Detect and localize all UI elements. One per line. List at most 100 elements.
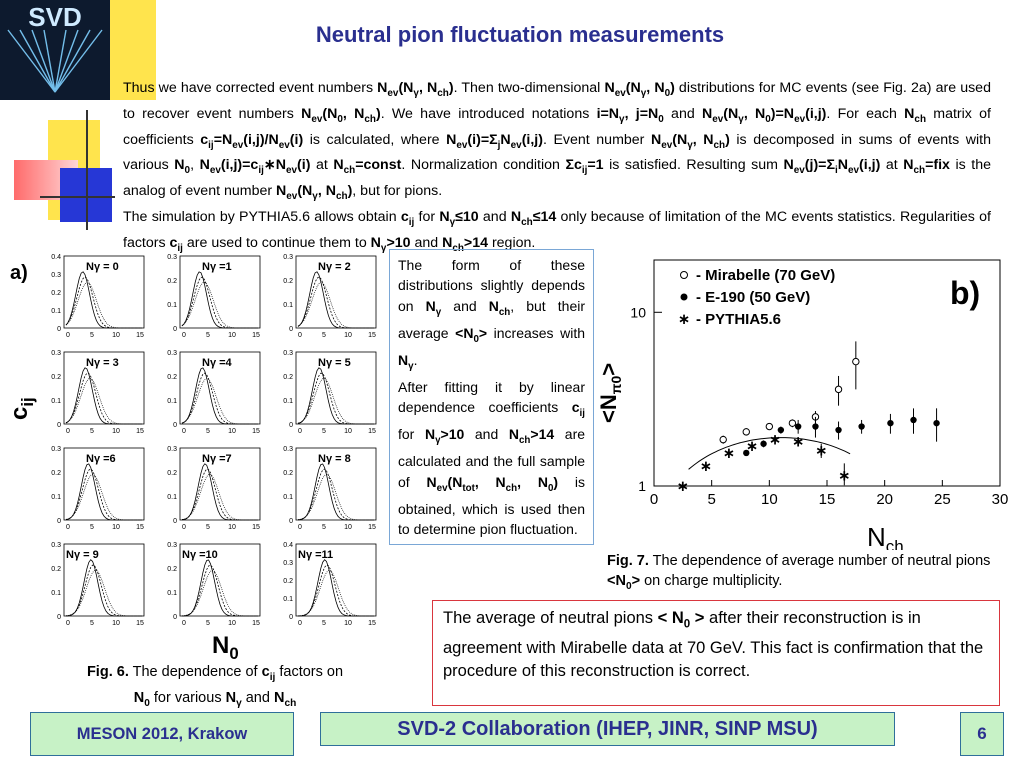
data-point xyxy=(760,440,767,447)
panel-frame xyxy=(295,447,377,521)
panel-frame xyxy=(295,543,377,617)
series-star: ∗ ∗ ∗ ∗ ∗ ∗ ∗ ∗ xyxy=(677,431,851,495)
panel-xtick: 10 xyxy=(344,524,352,531)
panel-xtick: 15 xyxy=(252,524,260,531)
panel-curve xyxy=(181,276,258,329)
panel-xtick: 15 xyxy=(368,620,376,627)
panel-xtick: 10 xyxy=(228,524,236,531)
fig7-panel-label: b) xyxy=(950,275,980,311)
panel-curve xyxy=(65,468,142,521)
panel-xtick: 5 xyxy=(206,620,210,627)
data-point xyxy=(933,419,940,427)
panel-curve xyxy=(65,564,142,617)
panel-curve xyxy=(297,281,374,329)
fit-curve xyxy=(688,437,851,470)
panel-ytick: 0 xyxy=(289,326,293,333)
panel-curve xyxy=(297,570,374,617)
panel-ytick: 0.2 xyxy=(283,578,293,585)
panel-ytick: 0.1 xyxy=(167,590,177,597)
fig6-xlabel: N0 xyxy=(212,632,239,663)
panel-ytick: 0.2 xyxy=(167,278,177,285)
panel-xtick: 15 xyxy=(252,620,260,627)
panel-curve xyxy=(65,367,142,425)
panel-xtick: 15 xyxy=(368,428,376,435)
panel-ytick: 0.2 xyxy=(283,470,293,477)
data-point: ∗ xyxy=(769,431,782,449)
panel-curve xyxy=(297,473,374,521)
legend-label: - E-190 (50 GeV) xyxy=(696,289,810,306)
deco-vline xyxy=(86,110,88,230)
panel-xtick: 5 xyxy=(206,332,210,339)
data-point xyxy=(743,449,750,457)
panel-xtick: 15 xyxy=(136,332,144,339)
panel-xtick: 0 xyxy=(182,332,186,339)
panel-ytick: 0.1 xyxy=(167,398,177,405)
panel-ytick: 0.2 xyxy=(167,566,177,573)
fig7-caption: Fig. 7. The dependence of average number… xyxy=(607,553,991,592)
page-title: Neutral pion fluctuation measurements xyxy=(315,22,725,47)
panel-curve xyxy=(181,569,258,617)
panel-ytick: 0 xyxy=(173,518,177,525)
panel-label: Nγ = 9 xyxy=(66,549,99,561)
panel-curve xyxy=(65,473,142,521)
panel-ytick: 0.3 xyxy=(51,272,61,279)
x-tick-label: 10 xyxy=(761,491,778,508)
panel-curve xyxy=(297,378,374,425)
panel-xtick: 10 xyxy=(112,524,120,531)
panel-xtick: 5 xyxy=(90,524,94,531)
data-point xyxy=(765,422,774,431)
svd-logo: SVD xyxy=(0,0,110,100)
panel-label: Nγ = 0 xyxy=(86,261,119,273)
panel-xtick: 5 xyxy=(322,524,326,531)
panel-ytick: 0.2 xyxy=(283,374,293,381)
data-point xyxy=(835,426,842,434)
panel-curve xyxy=(65,570,142,617)
panel-ytick: 0.2 xyxy=(51,374,61,381)
panel-xtick: 0 xyxy=(298,428,302,435)
panel-frame xyxy=(63,543,145,617)
data-point xyxy=(852,357,860,366)
panel-xtick: 0 xyxy=(66,524,70,531)
panel-xtick: 10 xyxy=(344,428,352,435)
x-tick-label: 0 xyxy=(650,491,658,508)
logo-text: SVD xyxy=(28,2,81,32)
panel-ytick: 0.4 xyxy=(283,542,293,549)
legend-marker xyxy=(680,293,688,301)
panel-xtick: 15 xyxy=(368,332,376,339)
panel-label: Nγ =7 xyxy=(202,453,232,465)
x-tick-label: 15 xyxy=(819,491,836,508)
panel-ytick: 0.3 xyxy=(167,350,177,357)
panel-ytick: 0.2 xyxy=(283,278,293,285)
data-point: ∗ xyxy=(746,437,759,455)
fig6-panel: 0.3 0.2 0.1 00 5 10 15 Nγ = 9 xyxy=(51,542,145,627)
panel-xtick: 15 xyxy=(252,428,260,435)
panel-xtick: 10 xyxy=(112,428,120,435)
panel-ytick: 0 xyxy=(57,518,61,525)
panel-xtick: 15 xyxy=(136,428,144,435)
panel-ytick: 0.1 xyxy=(51,494,61,501)
panel-xtick: 10 xyxy=(112,332,120,339)
fig6-panel: 0.3 0.2 0.1 00 5 10 15 Nγ = 3 xyxy=(51,350,145,435)
panel-ytick: 0.2 xyxy=(51,470,61,477)
panel-frame xyxy=(179,351,261,425)
panel-xtick: 10 xyxy=(228,428,236,435)
panel-xtick: 10 xyxy=(344,332,352,339)
x-tick-label: 20 xyxy=(876,491,893,508)
data-point xyxy=(910,416,917,424)
data-point xyxy=(858,423,865,430)
conclusion-box: The average of neutral pions < N0 > afte… xyxy=(432,600,1000,706)
panel-xtick: 5 xyxy=(322,620,326,627)
data-point xyxy=(812,423,819,430)
fig6-caption: Fig. 6. The dependence of cij factors on… xyxy=(86,664,344,709)
panel-label: Nγ = 5 xyxy=(318,357,351,369)
fig6-panel: 0.4 0.3 0.2 0.1 00 5 10 15 Nγ = 0 xyxy=(51,254,145,339)
fig6-panel: 0.3 0.2 0.1 00 5 10 15 Nγ =1 xyxy=(167,254,261,339)
panel-curve xyxy=(181,474,258,521)
data-point: ∗ xyxy=(838,466,851,484)
panel-ytick: 0 xyxy=(289,422,293,429)
panel-ytick: 0.3 xyxy=(51,446,61,453)
data-point xyxy=(788,419,797,427)
panel-ytick: 0.1 xyxy=(51,590,61,597)
fig6-panel: 0.3 0.2 0.1 00 5 10 15 Nγ = 2 xyxy=(283,254,377,339)
